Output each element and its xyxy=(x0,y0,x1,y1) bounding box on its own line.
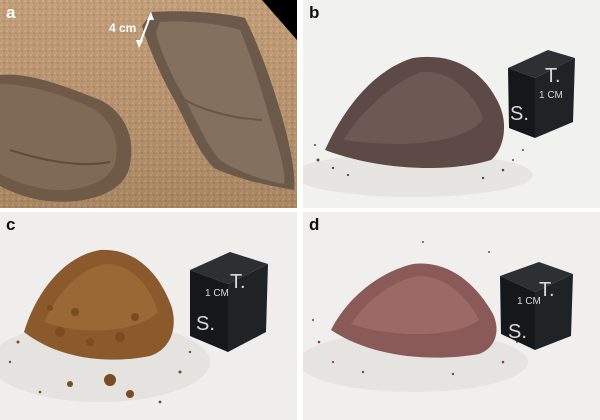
reference-cube-b xyxy=(508,50,575,138)
cube-b-middle-text: 1 CM xyxy=(539,90,563,101)
panel-d-sample-photo: T. 1 CM S. d xyxy=(303,212,600,420)
panel-a-mars-surface: a 4 cm xyxy=(0,0,297,208)
sample-b-image: T. 1 CM S. xyxy=(303,0,600,208)
cube-b-top-text: T. xyxy=(545,65,561,87)
cube-d-top-text: T. xyxy=(539,279,555,301)
panel-d-label: d xyxy=(309,215,320,234)
reference-cube-c xyxy=(190,252,268,352)
panel-a-label: a xyxy=(6,3,16,22)
panel-b-label: b xyxy=(309,3,320,22)
cube-c-top-text: T. xyxy=(230,271,246,293)
panel-c-label: c xyxy=(6,215,16,234)
panel-b-sample-photo: T. 1 CM S. b xyxy=(303,0,600,208)
cube-d-middle-text: 1 CM xyxy=(517,296,541,307)
sample-c-image: T. 1 CM S. xyxy=(0,212,297,420)
sample-d-image: T. 1 CM S. xyxy=(303,212,600,420)
panel-c-sample-photo: T. 1 CM S. c xyxy=(0,212,297,420)
cube-c-bottom-text: S. xyxy=(196,313,215,335)
cube-c-middle-text: 1 CM xyxy=(205,288,229,299)
cube-d-bottom-text: S. xyxy=(508,321,527,343)
mars-surface-image xyxy=(0,0,297,208)
scale-label: 4 cm xyxy=(109,21,137,35)
cube-b-bottom-text: S. xyxy=(510,103,529,125)
reference-cube-d xyxy=(500,262,573,350)
